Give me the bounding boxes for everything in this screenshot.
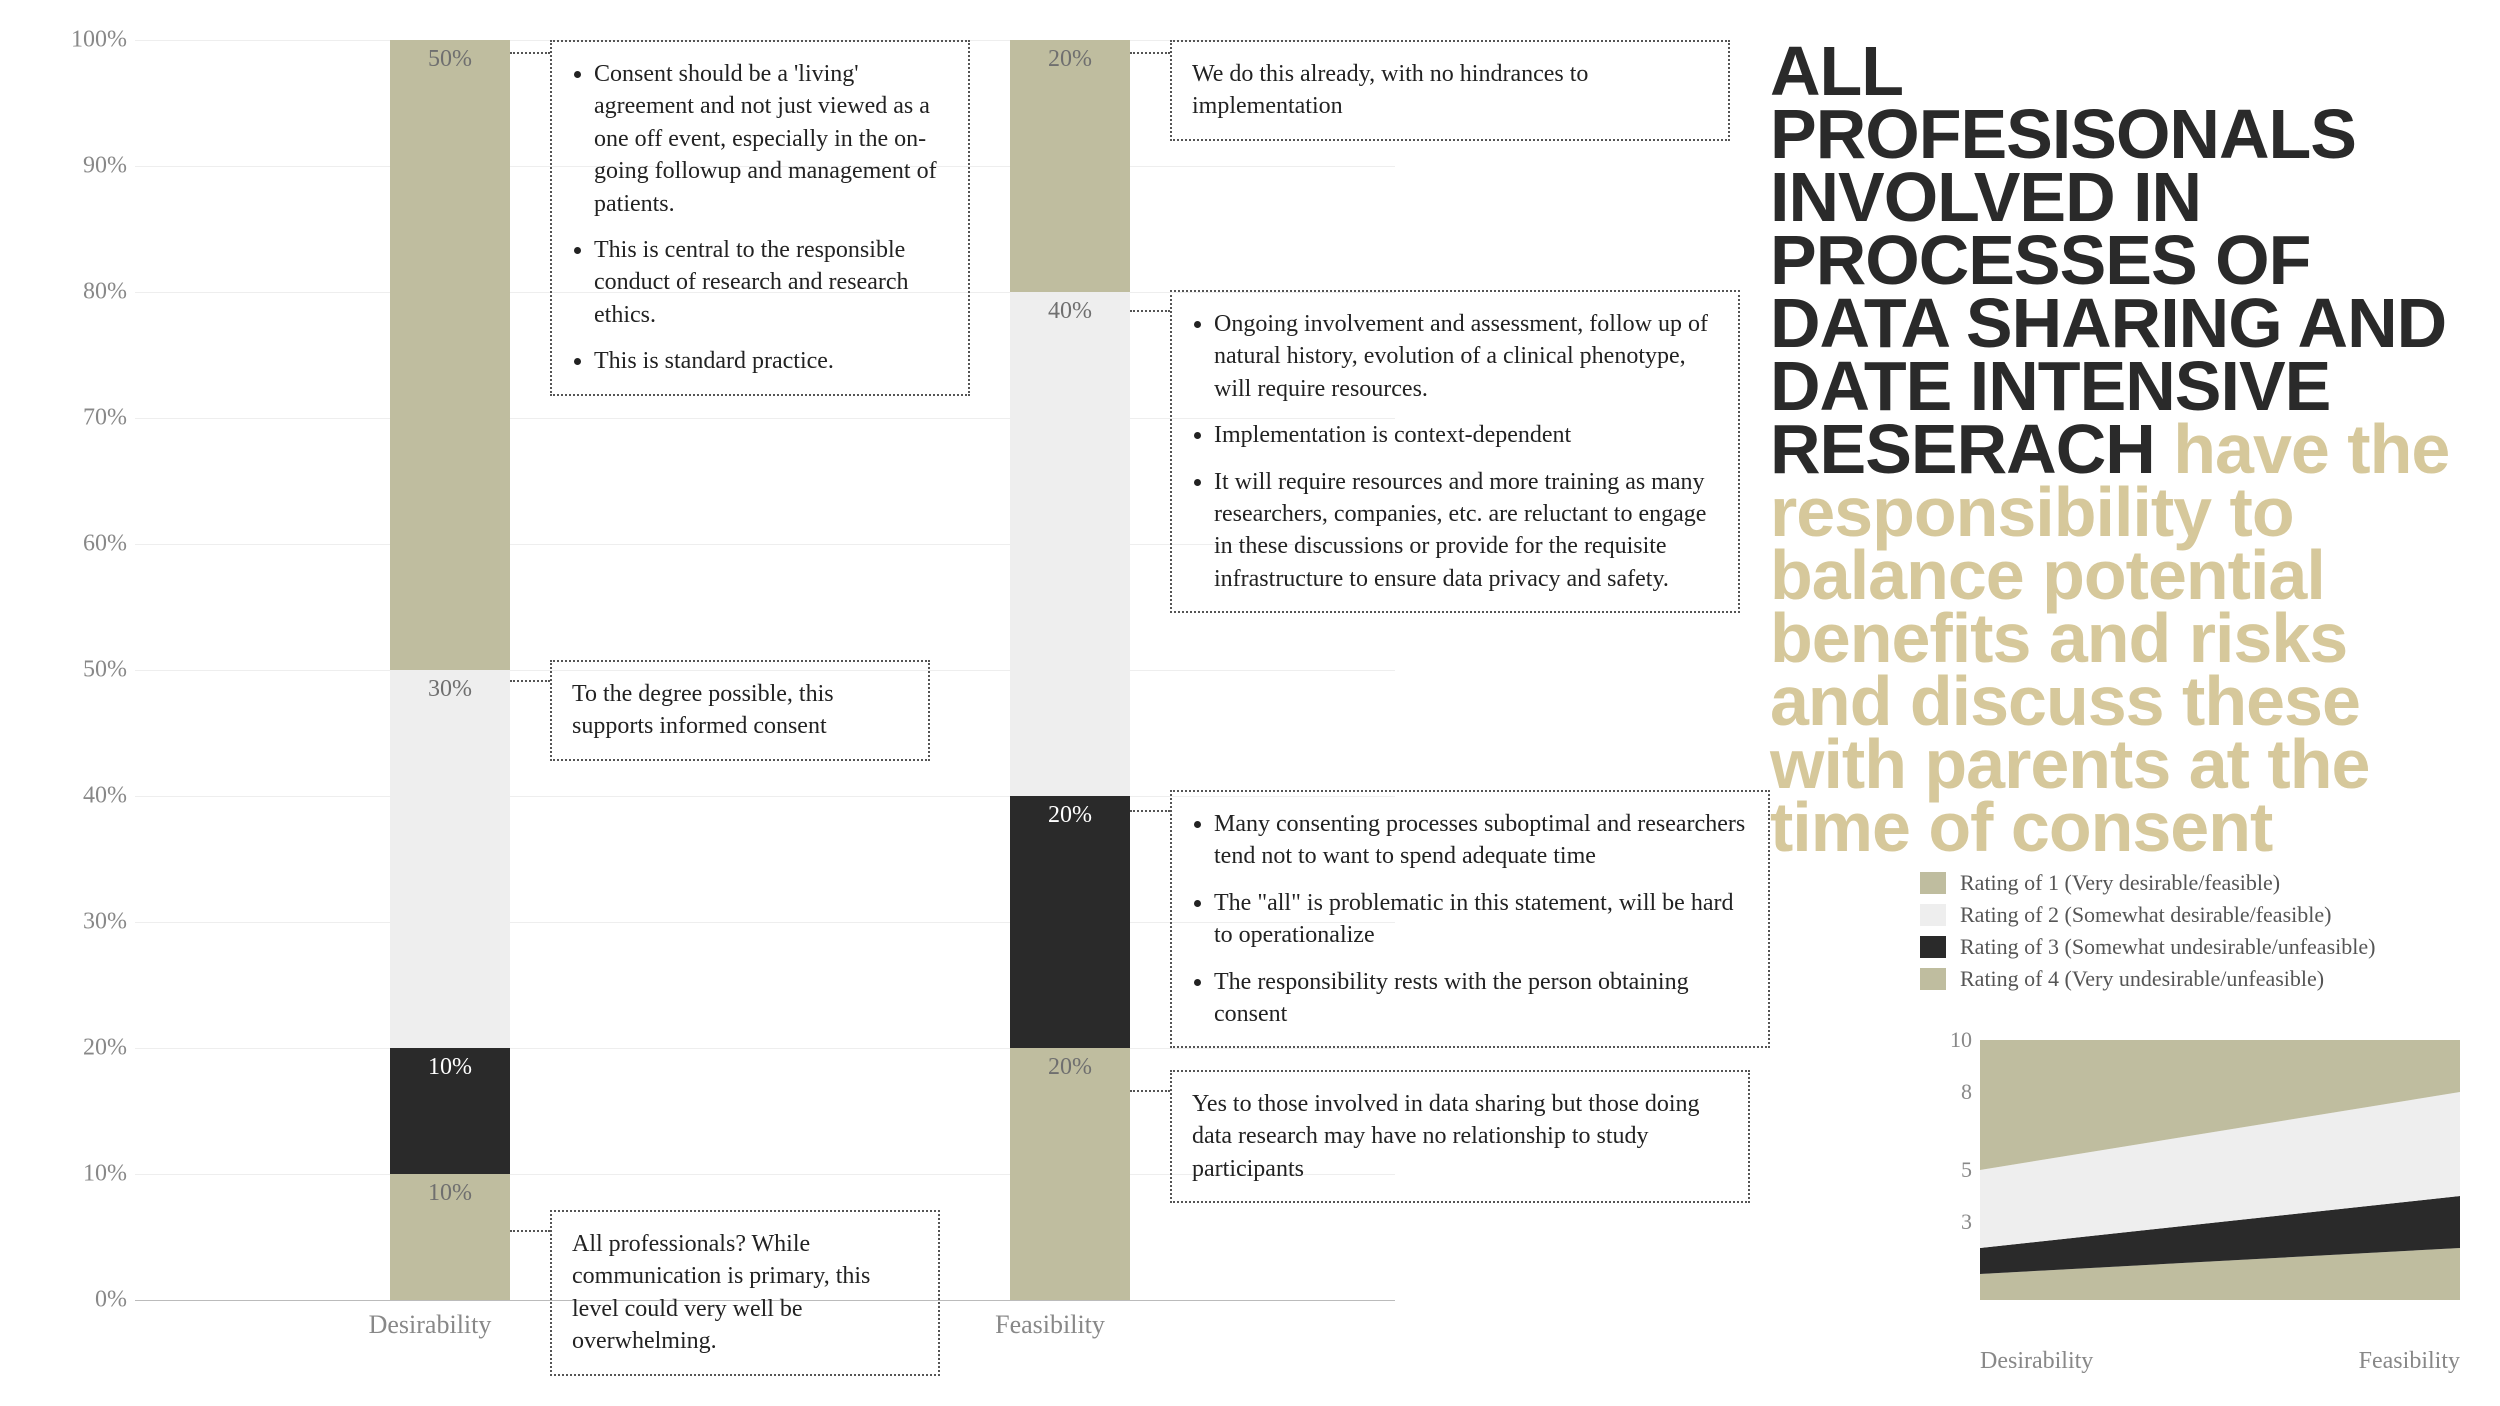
- callout-desirability-rating4: All professionals? While communication i…: [550, 1210, 940, 1376]
- callout-connector: [1130, 52, 1170, 54]
- y-tick-label: 40%: [83, 783, 127, 810]
- y-tick-label: 70%: [83, 405, 127, 432]
- legend-swatch: [1920, 904, 1946, 926]
- y-tick-label: 20%: [83, 1035, 127, 1062]
- x-axis-label: Feasibility: [970, 1310, 1130, 1340]
- callout-item: The responsibility rests with the person…: [1214, 966, 1748, 1031]
- callout-desirability-rating2: To the degree possible, this supports in…: [550, 660, 930, 761]
- bar-segment-label: 50%: [390, 46, 510, 73]
- mini-x-label: Feasibility: [2359, 1348, 2460, 1375]
- mini-chart: 35810DesirabilityFeasibility: [1980, 1040, 2460, 1340]
- bar-segment: 50%: [390, 40, 510, 670]
- bar-segment: 20%: [1010, 1048, 1130, 1300]
- bar-segment: 30%: [390, 670, 510, 1048]
- plot-area: Consent should be a 'living' agreement a…: [140, 40, 1400, 1300]
- legend-label: Rating of 4 (Very undesirable/unfeasible…: [1960, 966, 2324, 992]
- callout-feasibility-rating3: Many consenting processes suboptimal and…: [1170, 790, 1770, 1048]
- mini-y-tick-label: 3: [1961, 1209, 1972, 1235]
- callout-item: Implementation is context-dependent: [1214, 419, 1718, 451]
- bar-column: 10% 10% 30% 50%: [390, 40, 510, 1300]
- callout-item: Ongoing involvement and assessment, foll…: [1214, 308, 1718, 405]
- legend-item: Rating of 3 (Somewhat undesirable/unfeas…: [1920, 934, 2460, 960]
- callout-item: This is standard practice.: [594, 345, 948, 377]
- legend-swatch: [1920, 936, 1946, 958]
- legend: Rating of 1 (Very desirable/feasible) Rat…: [1920, 870, 2460, 998]
- y-tick-label: 10%: [83, 1161, 127, 1188]
- y-tick-label: 90%: [83, 153, 127, 180]
- legend-swatch: [1920, 968, 1946, 990]
- callout-item: Many consenting processes suboptimal and…: [1214, 808, 1748, 873]
- bar-segment: 20%: [1010, 796, 1130, 1048]
- y-tick-label: 50%: [83, 657, 127, 684]
- mini-y-tick-label: 10: [1950, 1027, 1972, 1053]
- callout-item: This is central to the responsible condu…: [594, 234, 948, 331]
- headline: ALL PROFESISONALS INVOLVED IN PROCESSES …: [1770, 40, 2460, 859]
- bar-segment-label: 40%: [1010, 298, 1130, 325]
- legend-label: Rating of 1 (Very desirable/feasible): [1960, 870, 2280, 896]
- y-axis: 0%10%20%30%40%50%60%70%80%90%100%: [40, 40, 135, 1300]
- bar-segment-label: 10%: [390, 1054, 510, 1081]
- callout-item: It will require resources and more train…: [1214, 466, 1718, 596]
- legend-label: Rating of 2 (Somewhat desirable/feasible…: [1960, 902, 2331, 928]
- bar-segment-label: 30%: [390, 676, 510, 703]
- callout-feasibility-rating1: We do this already, with no hindrances t…: [1170, 40, 1730, 141]
- callout-connector: [510, 680, 550, 682]
- bar-segment: 10%: [390, 1174, 510, 1300]
- y-tick-label: 0%: [95, 1287, 127, 1314]
- bar-segment-label: 20%: [1010, 46, 1130, 73]
- mini-y-tick-label: 8: [1961, 1079, 1972, 1105]
- callout-connector: [510, 1230, 550, 1232]
- legend-item: Rating of 4 (Very undesirable/unfeasible…: [1920, 966, 2460, 992]
- mini-y-tick-label: 5: [1961, 1157, 1972, 1183]
- callout-item: The "all" is problematic in this stateme…: [1214, 887, 1748, 952]
- legend-item: Rating of 2 (Somewhat desirable/feasible…: [1920, 902, 2460, 928]
- legend-item: Rating of 1 (Very desirable/feasible): [1920, 870, 2460, 896]
- bar-column: 20% 20% 40% 20%: [1010, 40, 1130, 1300]
- main-chart-area: 0%10%20%30%40%50%60%70%80%90%100% Consen…: [40, 40, 1780, 1400]
- callout-feasibility-rating4: Yes to those involved in data sharing bu…: [1170, 1070, 1750, 1203]
- bar-segment: 20%: [1010, 40, 1130, 292]
- headline-tan: have the responsibility to balance poten…: [1770, 410, 2449, 866]
- y-tick-label: 30%: [83, 909, 127, 936]
- callout-connector: [1130, 310, 1170, 312]
- callout-connector: [510, 52, 550, 54]
- bar-segment-label: 20%: [1010, 1054, 1130, 1081]
- legend-label: Rating of 3 (Somewhat undesirable/unfeas…: [1960, 934, 2375, 960]
- callout-feasibility-rating2: Ongoing involvement and assessment, foll…: [1170, 290, 1740, 613]
- callout-connector: [1130, 1090, 1170, 1092]
- callout-desirability-rating1: Consent should be a 'living' agreement a…: [550, 40, 970, 396]
- legend-swatch: [1920, 872, 1946, 894]
- mini-x-label: Desirability: [1980, 1348, 2093, 1375]
- y-tick-label: 100%: [71, 27, 127, 54]
- page-root: 0% 10% 20% 30% 40% 50% 60% 70% 80% 90% 100% Consen…: [0, 0, 2500, 1406]
- y-tick-label: 80%: [83, 279, 127, 306]
- bar-segment: 10%: [390, 1048, 510, 1174]
- bar-segment: 40%: [1010, 292, 1130, 796]
- bar-segment-label: 10%: [390, 1180, 510, 1207]
- bar-segment-label: 20%: [1010, 802, 1130, 829]
- callout-item: Consent should be a 'living' agreement a…: [594, 58, 948, 220]
- callout-connector: [1130, 810, 1170, 812]
- y-tick-label: 60%: [83, 531, 127, 558]
- right-pane: ALL PROFESISONALS INVOLVED IN PROCESSES …: [1770, 40, 2460, 1360]
- x-axis-label: Desirability: [340, 1310, 520, 1340]
